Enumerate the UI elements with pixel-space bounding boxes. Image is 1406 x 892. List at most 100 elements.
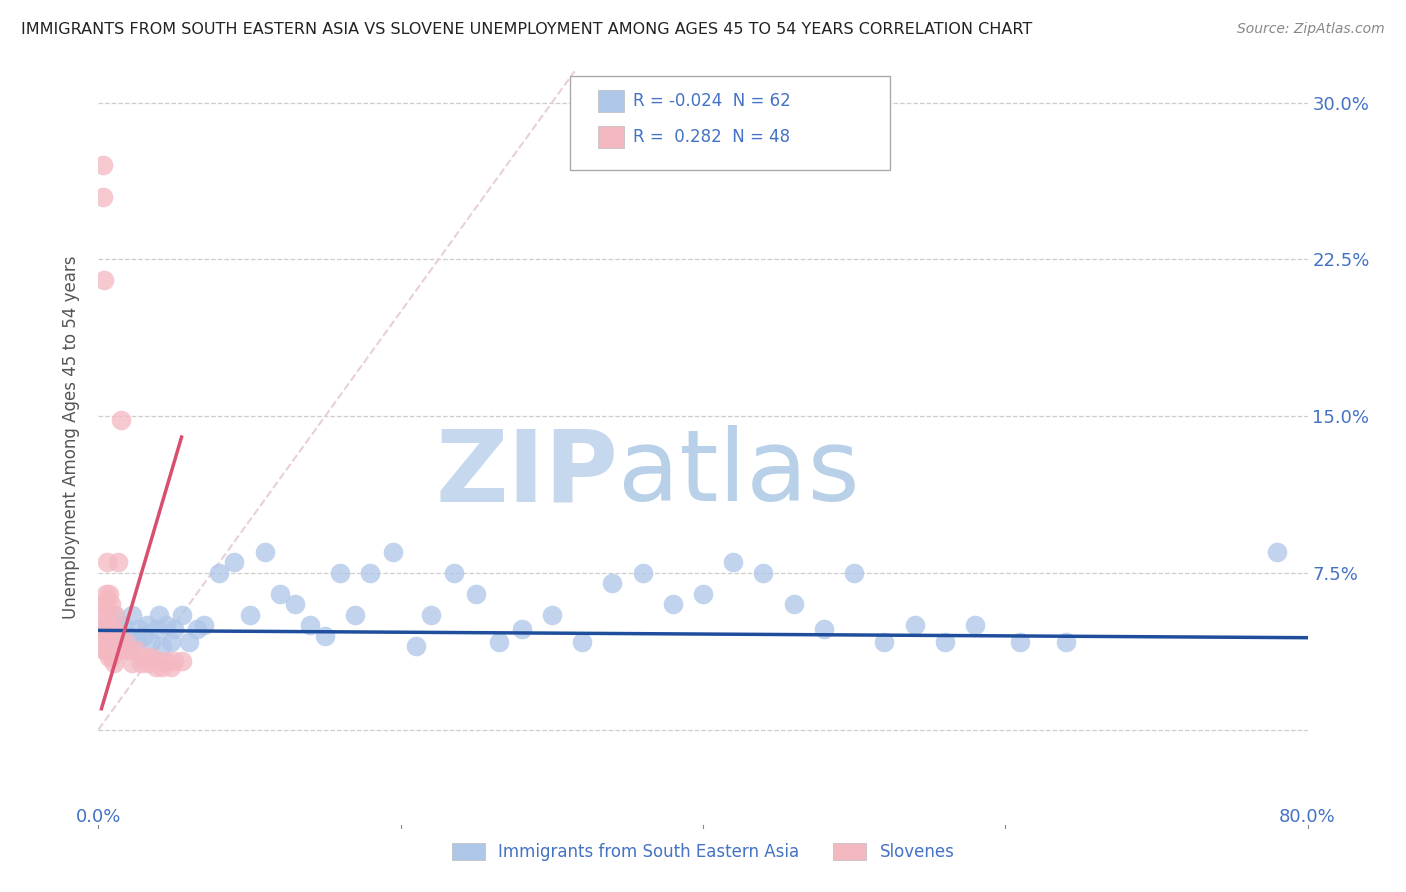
Point (100, 643, 122, 657)
Point (465, 587, 488, 601)
Point (103, 623, 125, 637)
Point (148, 654, 170, 668)
FancyBboxPatch shape (569, 77, 890, 170)
Point (723, 556, 745, 570)
Point (299, 618, 322, 632)
Point (783, 597, 806, 611)
Point (150, 660, 173, 674)
Point (98, 623, 121, 637)
Point (93, 623, 115, 637)
Point (96, 593, 118, 607)
Point (661, 597, 683, 611)
Point (145, 623, 167, 637)
Point (110, 413, 132, 427)
Point (118, 629, 141, 643)
Text: atlas: atlas (619, 425, 860, 522)
Point (94, 618, 117, 632)
Point (103, 639, 125, 653)
Point (96, 556, 118, 570)
Point (904, 618, 927, 632)
Point (94, 629, 117, 643)
Point (103, 656, 125, 670)
Point (420, 607, 443, 622)
Point (170, 654, 193, 668)
Point (148, 607, 170, 622)
Point (150, 639, 173, 653)
Point (105, 643, 128, 657)
Point (91, 190, 114, 204)
Point (813, 623, 835, 637)
Point (107, 556, 129, 570)
Point (844, 566, 866, 580)
Point (94, 607, 117, 622)
Point (111, 618, 134, 632)
Point (631, 566, 654, 580)
Point (405, 639, 427, 653)
Point (155, 654, 177, 668)
Point (965, 618, 987, 632)
Text: R = -0.024  N = 62: R = -0.024 N = 62 (633, 92, 790, 110)
Point (103, 607, 125, 622)
Point (90, 635, 112, 649)
Point (110, 629, 132, 643)
Point (269, 587, 291, 601)
Point (208, 566, 231, 580)
Point (90, 607, 112, 622)
Point (91, 158, 114, 172)
Point (160, 660, 183, 674)
Point (129, 656, 152, 670)
Point (93, 643, 115, 657)
Point (100, 597, 122, 611)
Point (186, 623, 208, 637)
Point (125, 643, 148, 657)
Point (128, 623, 150, 637)
Point (114, 639, 136, 653)
Point (104, 643, 127, 657)
Point (602, 576, 624, 591)
Point (510, 623, 533, 637)
Point (253, 545, 276, 559)
Point (344, 607, 367, 622)
Text: IMMIGRANTS FROM SOUTH EASTERN ASIA VS SLOVENE UNEMPLOYMENT AMONG AGES 45 TO 54 Y: IMMIGRANTS FROM SOUTH EASTERN ASIA VS SL… (21, 22, 1032, 37)
Point (94, 643, 117, 657)
Point (108, 635, 131, 649)
Point (114, 635, 136, 649)
Point (360, 566, 382, 580)
Point (1010, 635, 1032, 649)
Legend: Immigrants from South Eastern Asia, Slovenes: Immigrants from South Eastern Asia, Slov… (446, 836, 960, 868)
Point (100, 623, 122, 637)
Point (136, 656, 159, 670)
Y-axis label: Unemployment Among Ages 45 to 54 years: Unemployment Among Ages 45 to 54 years (62, 255, 80, 619)
Point (160, 635, 183, 649)
Point (224, 556, 246, 570)
Point (163, 623, 186, 637)
Point (540, 607, 562, 622)
Point (121, 656, 143, 670)
Point (105, 623, 128, 637)
Point (93, 273, 115, 287)
Text: Source: ZipAtlas.com: Source: ZipAtlas.com (1237, 22, 1385, 37)
Point (135, 618, 157, 632)
Point (125, 635, 148, 649)
Point (94, 587, 117, 601)
Point (170, 607, 193, 622)
Point (752, 566, 775, 580)
Point (104, 607, 127, 622)
Point (179, 635, 201, 649)
Point (692, 587, 714, 601)
FancyBboxPatch shape (598, 126, 624, 148)
Point (103, 643, 125, 657)
Point (98, 649, 121, 664)
Point (141, 649, 163, 664)
Point (98, 587, 121, 601)
Point (107, 635, 129, 649)
Point (329, 566, 352, 580)
Point (382, 545, 405, 559)
Point (163, 654, 186, 668)
Point (193, 618, 215, 632)
Point (141, 635, 163, 649)
Point (284, 597, 307, 611)
Point (488, 635, 510, 649)
Point (239, 607, 262, 622)
FancyBboxPatch shape (598, 90, 624, 112)
